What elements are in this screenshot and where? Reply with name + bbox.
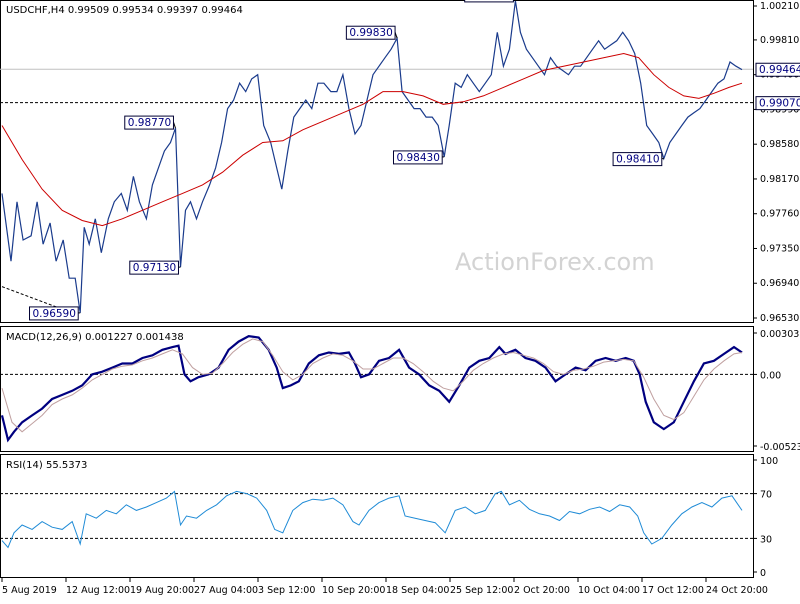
- x-tick-label: 10 Sep 20:00: [322, 585, 385, 596]
- support-price-label-box: [755, 96, 800, 111]
- series-rsi: [1, 490, 743, 549]
- annotation-6-box: [612, 152, 663, 167]
- price-y-tick-label: 0.96940: [760, 278, 799, 289]
- price-y-tick-label: 0.97760: [760, 209, 799, 220]
- price-y-tick-label: 1.00210: [760, 1, 799, 12]
- macd-panel: MACD(12,26,9) 0.001227 0.001438 0.003030…: [0, 326, 800, 453]
- annotation-0-box: [29, 306, 79, 321]
- annotation-5-text: 1.00270: [468, 0, 511, 2]
- current-price-label-text: 0.99464: [759, 64, 800, 76]
- x-tick-label: 5 Aug 2019: [2, 585, 57, 596]
- x-tick-label: 10 Oct 04:00: [578, 585, 640, 596]
- price-panel-frame: [0, 0, 754, 323]
- annotation-6-text: 0.98410: [616, 154, 659, 166]
- annotation-0-text: 0.96590: [33, 308, 76, 320]
- annotation-2-box: [129, 260, 179, 275]
- x-tick-label: 12 Aug 12:00: [66, 585, 130, 596]
- x-axis: 5 Aug 2019 12 Aug 12:00 19 Aug 20:00 27 Aug…: [1, 578, 768, 596]
- rsi-y-axis: 100 70 30 0: [753, 456, 778, 579]
- annotation-5-box: [464, 0, 514, 3]
- rsi-y-tick-label: 70: [760, 490, 772, 501]
- series-signal: [1, 338, 743, 433]
- x-tick-label: 27 Aug 04:00: [194, 585, 258, 596]
- price-y-tick-label: 0.97350: [760, 243, 799, 254]
- x-tick-label: 18 Sep 04:00: [386, 585, 449, 596]
- annotation-3-box: [345, 25, 396, 40]
- x-tick-label: 24 Oct 20:00: [706, 585, 768, 596]
- macd-y-axis: 0.00303 0.00 -0.005236: [753, 329, 800, 453]
- chart-title: USDCHF,H4 0.99509 0.99534 0.99397 0.9946…: [6, 5, 243, 16]
- price-y-tick-label: 0.98170: [760, 174, 799, 185]
- support-price-label-text: 0.99070: [759, 98, 800, 110]
- price-panel: USDCHF,H4 0.99509 0.99534 0.99397 0.9946…: [0, 0, 800, 324]
- series-macd: [0, 334, 743, 443]
- macd-panel-frame: [0, 326, 754, 452]
- macd-lines: [0, 334, 753, 443]
- x-tick-label: 2 Oct 20:00: [514, 585, 570, 596]
- rsi-panel-frame: [0, 454, 754, 578]
- rsi-label: RSI(14) 55.5373: [6, 460, 87, 471]
- price-y-tick-label: 0.98580: [760, 139, 799, 150]
- macd-y-tick-label: 0.00: [760, 370, 781, 381]
- annotation-2-text: 0.97130: [133, 262, 176, 274]
- macd-y-tick-label: -0.005236: [760, 442, 800, 453]
- price-annotations: 0.99464 0.99070 0.96590 0.98770 0.97130 0.998…: [29, 0, 800, 321]
- rsi-panel: RSI(14) 55.5373 100 70 30 0: [0, 454, 778, 579]
- x-tick-label: 17 Oct 12:00: [642, 585, 704, 596]
- rsi-y-tick-label: 0: [760, 568, 766, 579]
- annotation-4-text: 0.98430: [396, 152, 439, 164]
- series-ma: [1, 52, 743, 227]
- annotation-3-text: 0.99830: [349, 27, 392, 39]
- price-y-tick-label: 0.99810: [760, 35, 799, 46]
- rsi-y-tick-label: 30: [760, 534, 772, 545]
- series-price: [1, 0, 743, 313]
- price-y-axis: 0.96530 0.96940 0.97350 0.97760 0.98170 0.985…: [753, 1, 799, 324]
- price-y-tick-label: 0.96530: [760, 313, 799, 324]
- annotation-1-text: 0.98770: [128, 117, 171, 129]
- current-price-label-box: [755, 62, 800, 77]
- x-tick-label: 19 Aug 20:00: [130, 585, 194, 596]
- watermark: ActionForex.com: [455, 248, 655, 276]
- rsi-lines: [0, 490, 753, 549]
- annotation-1-box: [124, 115, 174, 130]
- macd-label: MACD(12,26,9) 0.001227 0.001438: [6, 332, 184, 343]
- annotation-4-box: [392, 150, 443, 165]
- macd-y-tick-label: 0.00303: [760, 329, 799, 340]
- x-tick-label: 3 Sep 12:00: [258, 585, 315, 596]
- x-tick-label: 25 Sep 12:00: [450, 585, 513, 596]
- rsi-y-tick-label: 100: [760, 456, 778, 467]
- price-lines: [0, 0, 753, 313]
